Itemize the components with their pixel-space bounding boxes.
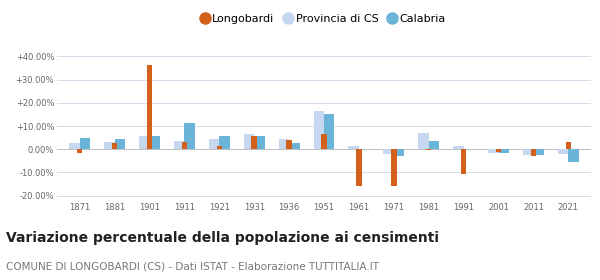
Bar: [184, 123, 195, 149]
Bar: [112, 143, 118, 149]
Bar: [146, 65, 152, 149]
Bar: [523, 149, 533, 155]
Bar: [139, 136, 149, 149]
Bar: [496, 149, 502, 151]
Bar: [530, 149, 536, 156]
Bar: [391, 149, 397, 186]
Bar: [566, 142, 571, 149]
Text: Variazione percentuale della popolazione ai censimenti: Variazione percentuale della popolazione…: [6, 231, 439, 245]
Bar: [418, 133, 429, 149]
Bar: [254, 136, 265, 149]
Bar: [219, 136, 230, 149]
Bar: [394, 149, 404, 156]
Bar: [356, 149, 362, 186]
Bar: [69, 143, 80, 149]
Bar: [488, 149, 499, 153]
Text: COMUNE DI LONGOBARDI (CS) - Dati ISTAT - Elaborazione TUTTITALIA.IT: COMUNE DI LONGOBARDI (CS) - Dati ISTAT -…: [6, 262, 379, 272]
Bar: [499, 149, 509, 153]
Bar: [314, 111, 324, 149]
Bar: [217, 146, 222, 149]
Bar: [349, 146, 359, 149]
Bar: [453, 146, 464, 149]
Bar: [568, 149, 579, 162]
Bar: [174, 141, 184, 149]
Bar: [558, 149, 568, 154]
Bar: [461, 149, 466, 174]
Bar: [149, 136, 160, 149]
Bar: [182, 142, 187, 149]
Bar: [324, 115, 334, 149]
Bar: [383, 149, 394, 154]
Bar: [77, 149, 82, 153]
Bar: [115, 139, 125, 149]
Bar: [251, 136, 257, 149]
Bar: [426, 149, 431, 150]
Bar: [244, 134, 254, 149]
Bar: [80, 137, 90, 149]
Bar: [286, 140, 292, 149]
Bar: [429, 141, 439, 149]
Bar: [104, 142, 115, 149]
Bar: [321, 134, 327, 149]
Bar: [533, 149, 544, 155]
Bar: [278, 139, 289, 149]
Legend: Longobardi, Provincia di CS, Calabria: Longobardi, Provincia di CS, Calabria: [199, 10, 449, 27]
Bar: [289, 143, 299, 149]
Bar: [209, 139, 219, 149]
